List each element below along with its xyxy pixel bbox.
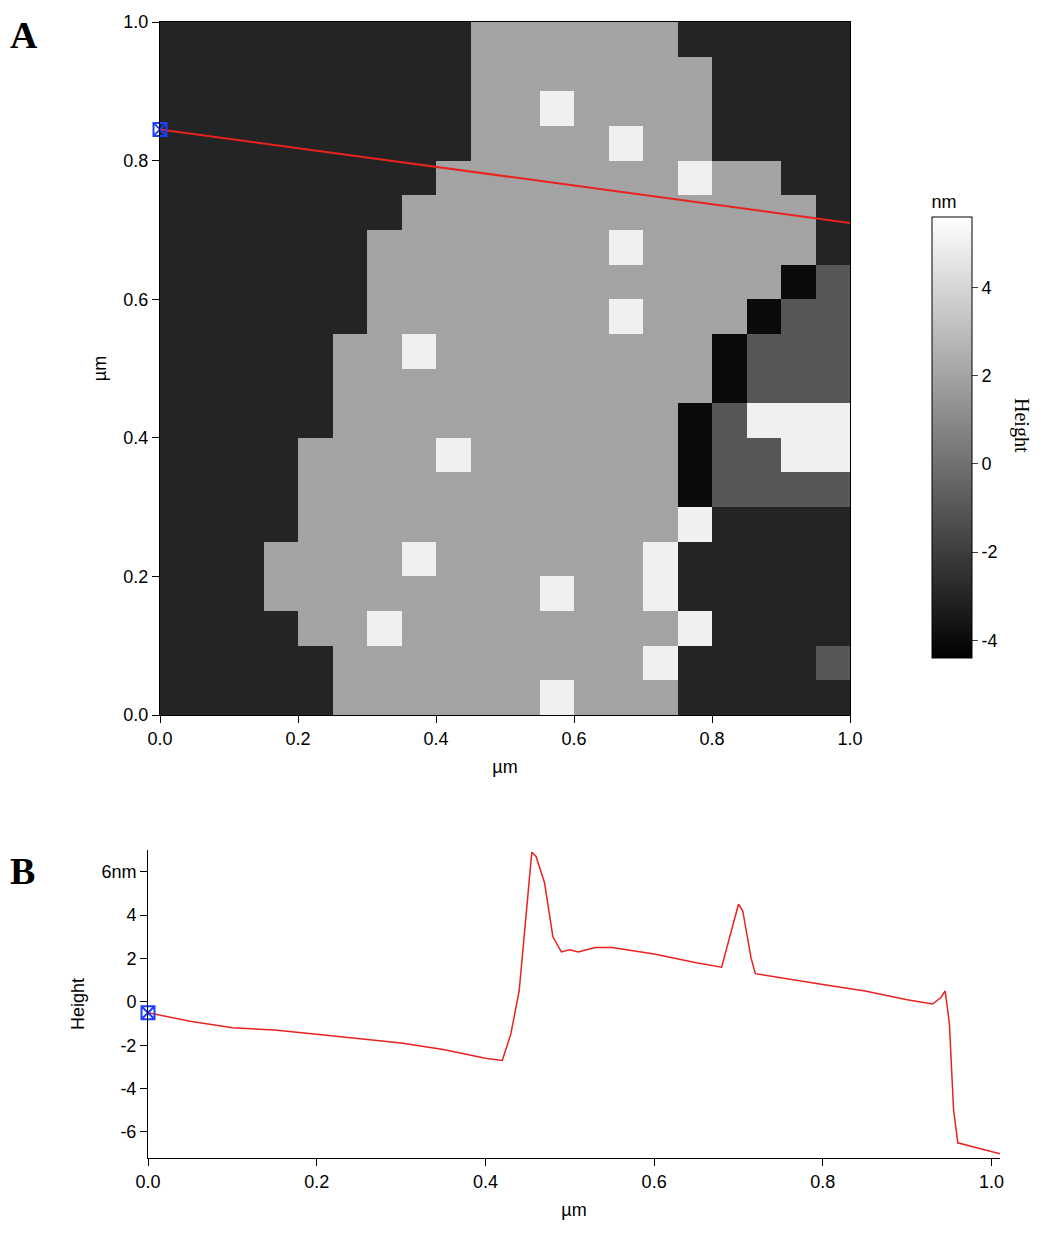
svg-text:0.6: 0.6 [642,1172,667,1192]
svg-text:0.4: 0.4 [123,428,148,448]
svg-text:1.0: 1.0 [979,1172,1004,1192]
svg-text:Height: Height [68,978,88,1030]
svg-text:-2: -2 [120,1036,136,1056]
svg-text:0.8: 0.8 [123,151,148,171]
svg-text:0.8: 0.8 [699,729,724,749]
svg-text:0.4: 0.4 [473,1172,498,1192]
svg-text:B: B [10,850,35,892]
svg-text:0: 0 [982,454,992,474]
svg-text:4: 4 [126,905,136,925]
svg-text:2: 2 [126,949,136,969]
svg-text:µm: µm [492,757,517,777]
svg-text:1.0: 1.0 [123,12,148,32]
svg-text:4: 4 [982,278,992,298]
svg-text:0: 0 [126,992,136,1012]
svg-text:6nm: 6nm [101,862,136,882]
svg-text:0.0: 0.0 [147,729,172,749]
svg-text:µm: µm [90,356,110,381]
svg-text:0.2: 0.2 [304,1172,329,1192]
svg-text:0.8: 0.8 [810,1172,835,1192]
svg-text:0.2: 0.2 [123,567,148,587]
svg-text:nm: nm [932,192,957,212]
svg-text:0.0: 0.0 [135,1172,160,1192]
svg-text:-4: -4 [982,631,998,651]
svg-text:µm: µm [561,1200,586,1220]
svg-text:Height: Height [1010,398,1033,453]
svg-text:A: A [10,14,38,56]
svg-text:0.0: 0.0 [123,705,148,725]
svg-text:0.6: 0.6 [561,729,586,749]
svg-text:-4: -4 [120,1079,136,1099]
svg-text:0.2: 0.2 [285,729,310,749]
svg-text:-6: -6 [120,1122,136,1142]
svg-text:1.0: 1.0 [837,729,862,749]
svg-text:-2: -2 [982,542,998,562]
svg-text:0.4: 0.4 [423,729,448,749]
svg-text:0.6: 0.6 [123,290,148,310]
svg-text:2: 2 [982,366,992,386]
